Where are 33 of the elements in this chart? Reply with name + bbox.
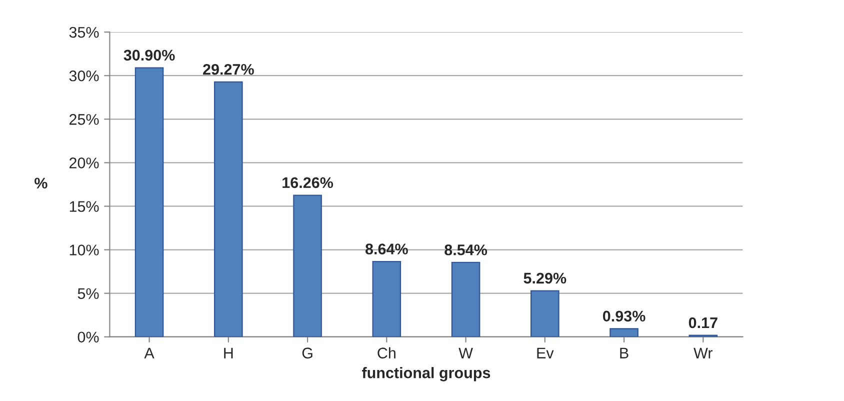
data-label: 16.26% [282,177,334,188]
x-tick-label: W [458,348,473,358]
data-label: 29.27% [203,64,254,75]
data-label: 8.54% [444,244,488,256]
y-tick-label: 25% [69,114,99,125]
data-label: 0.93% [602,310,646,322]
data-label: 5.29% [524,272,566,284]
bar [451,262,480,337]
y-tick-label: 5% [78,288,99,299]
x-tick-label: G [302,348,312,358]
x-tick-label: A [144,348,154,358]
x-tick-label: B [620,348,628,358]
x-axis-title: functional groups [362,367,490,382]
y-tick-label: 20% [69,158,99,168]
y-tick-label: 0% [78,332,99,343]
bar [530,290,560,337]
bar [134,67,164,337]
y-tick-label: 15% [70,201,99,212]
x-tick-label: Wr [694,348,713,358]
bar [610,328,638,337]
data-label: 30.90% [124,50,175,61]
x-tick-label: H [224,348,233,358]
data-label: 8.64% [365,244,408,254]
x-tick-label: Ev [537,348,554,358]
x-tick-label: Ch [378,347,396,358]
y-tick-label: 10% [70,244,99,256]
y-axis-title: % [34,178,48,189]
bar [214,81,243,337]
y-tick-label: 30% [69,70,99,82]
bar [372,261,402,337]
data-label: 0.17 [688,317,718,328]
y-tick-label: 35% [69,26,99,38]
bar [293,194,322,337]
